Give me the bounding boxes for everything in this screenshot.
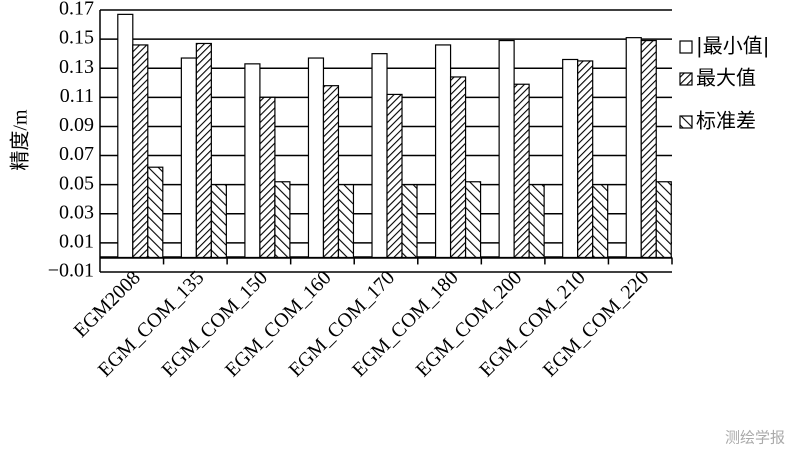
- bar: [640, 39, 657, 259]
- bar: [592, 184, 609, 259]
- bar: [401, 184, 418, 259]
- y-tick-label: 0.17: [59, 0, 94, 20]
- legend-swatch: [679, 115, 693, 129]
- watermark: 测绘学报: [725, 429, 785, 447]
- legend-label: 最大值: [696, 66, 756, 90]
- bar: [562, 58, 579, 259]
- legend-swatch: [679, 40, 693, 54]
- bar: [274, 181, 291, 259]
- bar: [464, 181, 482, 259]
- legend-label: 标准差: [696, 109, 756, 133]
- y-tick-label: 0.13: [59, 56, 94, 78]
- bar: [577, 60, 594, 259]
- bar: [322, 85, 340, 259]
- bar: [307, 57, 325, 259]
- y-tick-label: −0.01: [48, 260, 94, 282]
- y-tick-label: 0.09: [59, 114, 94, 136]
- bar: [132, 44, 149, 259]
- y-tick-label: 0.11: [60, 85, 94, 107]
- bar: [147, 166, 164, 259]
- y-tick-label: 0.05: [59, 172, 94, 194]
- bar: [434, 44, 452, 259]
- bar: [498, 39, 515, 259]
- bar: [244, 63, 261, 259]
- legend-swatch: [679, 72, 693, 86]
- legend-label: |最小值|: [696, 34, 769, 58]
- y-axis-label: 精度/m: [9, 109, 32, 171]
- y-tick-label: 0.01: [59, 230, 94, 252]
- bar: [625, 37, 642, 259]
- bar: [528, 184, 545, 259]
- bar: [513, 83, 530, 259]
- bar: [386, 93, 403, 259]
- y-tick-label: 0.15: [59, 27, 94, 49]
- bar: [117, 13, 134, 259]
- bar: [259, 96, 276, 259]
- y-tick-label: 0.03: [59, 201, 94, 223]
- bar: [337, 184, 355, 259]
- bar: [371, 53, 388, 259]
- bar: [210, 184, 227, 259]
- bar: [195, 42, 212, 259]
- y-tick-label: 0.07: [59, 143, 94, 165]
- bar: [180, 57, 197, 259]
- bar: [655, 181, 672, 259]
- bar: [449, 76, 467, 259]
